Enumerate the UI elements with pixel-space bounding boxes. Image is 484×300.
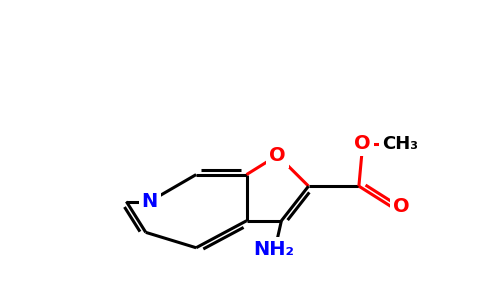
Text: NH₂: NH₂ bbox=[253, 240, 294, 259]
Text: O: O bbox=[393, 197, 410, 216]
Text: O: O bbox=[354, 134, 371, 153]
Text: N: N bbox=[141, 192, 158, 211]
Text: O: O bbox=[269, 146, 286, 165]
Text: CH₃: CH₃ bbox=[382, 135, 418, 153]
